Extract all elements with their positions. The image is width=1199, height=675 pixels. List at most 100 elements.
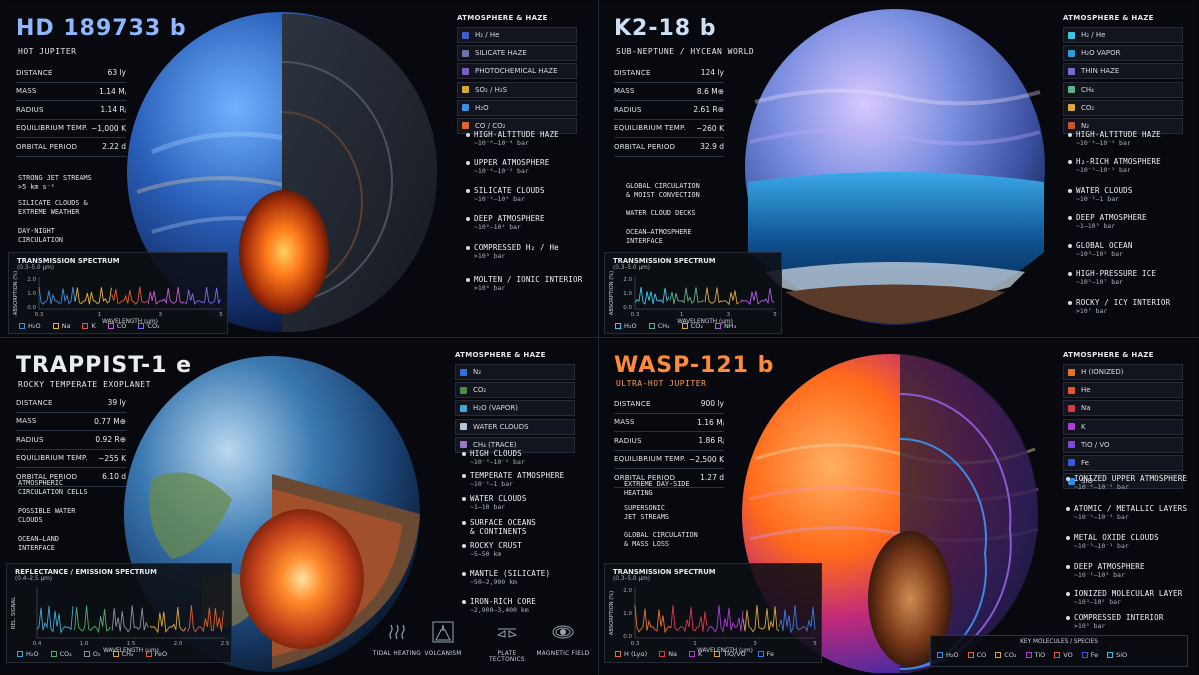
callout-3: GLOBAL CIRCULATION & MASS LOSS bbox=[624, 531, 698, 548]
spectrum-key-swatch bbox=[52, 323, 59, 329]
legend-swatch bbox=[1068, 104, 1075, 112]
layer-labels: HIGH-ALTITUDE HAZE ~10⁻⁶–10⁻⁵ bar H₂-RICH… bbox=[1068, 130, 1196, 320]
spectrum-key-label: CO bbox=[116, 322, 127, 330]
legend-swatch bbox=[462, 104, 469, 112]
spectrum-key-swatch bbox=[82, 323, 89, 329]
stat-orbital-period: ORBITAL PERIOD 32.9 d bbox=[614, 138, 724, 157]
spectrum-key: H₂O bbox=[615, 322, 637, 330]
spectrum-key-swatch bbox=[615, 651, 621, 657]
process-icons: TIDAL HEATING VOLCANISM PLATE TECTONICS … bbox=[370, 621, 592, 669]
layer-label: TEMPERATE ATMOSPHERE ~10⁻²–1 bar bbox=[462, 471, 564, 489]
key-molecule-swatch bbox=[937, 652, 943, 658]
spectrum-key: CO₂ bbox=[138, 322, 160, 330]
rocky-interior bbox=[785, 284, 1005, 324]
callout-3: OCEAN–LAND INTERFACE bbox=[18, 535, 59, 552]
legend-swatch bbox=[1068, 368, 1075, 376]
spectrum-ytick: 0.0 bbox=[623, 634, 632, 640]
layer-label: METAL OXIDE CLOUDS ~10⁻³–10⁻¹ bar bbox=[1066, 533, 1159, 551]
stat-mass: MASS 8.6 M⊕ bbox=[614, 83, 724, 101]
spectrum-key-swatch bbox=[19, 323, 25, 329]
legend-swatch bbox=[1068, 477, 1075, 485]
spectrum-xtick: 1 bbox=[680, 312, 684, 318]
spectrum-key-swatch bbox=[83, 651, 90, 657]
layer-label: DEEP ATMOSPHERE ~10⁻¹–10³ bar bbox=[1066, 562, 1145, 580]
callout-3: OCEAN–ATMOSPHERE INTERFACE bbox=[626, 228, 692, 245]
spectrum-key-label: H₂O bbox=[28, 322, 41, 330]
layer-label: IONIZED UPPER ATMOSPHERE ~10⁻⁸–10⁻⁵ bar bbox=[1066, 474, 1187, 492]
layer-label: MANTLE (SILICATE) ~50–2,900 km bbox=[462, 569, 550, 587]
spectrum-key-swatch bbox=[145, 651, 152, 657]
layer-label: ROCKY / ICY INTERIOR >10⁷ bar bbox=[1068, 298, 1170, 316]
layer-label: GLOBAL OCEAN ~10³–10⁵ bar bbox=[1068, 241, 1133, 259]
callout-2: SUPERSONIC JET STREAMS bbox=[624, 504, 670, 521]
legend-swatch bbox=[462, 49, 469, 57]
spectrum-panel: 2.0 1.0 0.0 0.3 1 3 5 WAVELENGTH (μm) ABSORPTION… bbox=[604, 563, 822, 663]
spectrum-key-swatch bbox=[112, 651, 119, 657]
spectrum-axis bbox=[36, 588, 225, 639]
spectrum-key-label: K bbox=[698, 650, 703, 658]
planet-subtitle: SUB-NEPTUNE / HYCEAN WORLD bbox=[616, 47, 755, 56]
key-molecule-label: Fe bbox=[1090, 651, 1099, 659]
spectrum-ylabel: ABSORPTION (%) bbox=[13, 271, 19, 315]
process-tidal-heating: TIDAL HEATING bbox=[370, 621, 424, 657]
spectrum-plot: 0.4 1.0 1.5 2.0 2.5 WAVELENGTH (μm) REL. SIGNA… bbox=[11, 588, 230, 654]
key-molecule-swatch bbox=[967, 652, 974, 658]
spectrum-key-label: FeO bbox=[154, 650, 168, 658]
spectrum-key-swatch bbox=[689, 651, 696, 657]
spectrum-panel: 0.4 1.0 1.5 2.0 2.5 WAVELENGTH (μm) REL. SIGNA… bbox=[6, 563, 232, 663]
stat-radius: RADIUS 1.86 Rⱼ bbox=[614, 432, 724, 451]
layer-label: HIGH-PRESSURE ICE ~10⁵–10⁷ bar bbox=[1068, 269, 1156, 287]
layer-label: SILICATE CLOUDS ~10⁻²–10⁰ bar bbox=[466, 186, 545, 204]
planet-stats: DISTANCE 39 ly MASS 0.77 M⊕ RADIUS 0.92 R⊕ … bbox=[16, 394, 126, 487]
stat-distance: DISTANCE 124 ly bbox=[614, 64, 724, 83]
spectrum-key-swatch bbox=[50, 651, 57, 657]
spectrum-xtick: 3 bbox=[753, 641, 757, 647]
spectrum-key: CO bbox=[107, 322, 127, 330]
iron-rich-core bbox=[240, 509, 364, 649]
layer-label: WATER CLOUDS ~10⁻²–1 bar bbox=[1068, 186, 1133, 204]
layer-labels: HIGH CLOUDS ~10⁻³–10⁻² bar TEMPERATE ATMO… bbox=[462, 449, 598, 619]
spectrum-key-swatch bbox=[615, 323, 621, 329]
legend-swatch bbox=[1068, 459, 1075, 467]
key-molecule-swatch bbox=[1081, 652, 1088, 658]
legend-item: H (IONIZED) bbox=[1063, 364, 1183, 380]
spectrum-ylabel: ABSORPTION (%) bbox=[609, 591, 615, 635]
legend-item: H₂O (VAPOR) bbox=[455, 400, 575, 417]
layer-labels: IONIZED UPPER ATMOSPHERE ~10⁻⁸–10⁻⁵ bar A… bbox=[1066, 474, 1196, 634]
spectrum-trace bbox=[739, 288, 775, 306]
spectrum-legend: H₂O Na K CO CO₂ bbox=[19, 322, 160, 330]
key-molecule-swatch bbox=[1107, 652, 1114, 658]
legend-item: WATER CLOUDS bbox=[455, 418, 575, 435]
spectrum-key-label: NH₃ bbox=[723, 322, 737, 330]
spectrum-xtick: 3 bbox=[727, 312, 731, 318]
spectrum-ytick: 0.0 bbox=[27, 305, 36, 311]
legend-swatch bbox=[462, 86, 469, 94]
legend-swatch bbox=[1068, 441, 1075, 449]
legend-swatch bbox=[1068, 86, 1075, 94]
spectrum-legend: H₂O CH₄ CO₂ NH₃ bbox=[615, 322, 736, 330]
stat-equilibrium-temp: EQUILIBRIUM TEMP. ~1,000 K bbox=[16, 120, 126, 138]
legend-item: He bbox=[1063, 382, 1183, 399]
callout-2: SILICATE CLOUDS & EXTREME WEATHER bbox=[18, 199, 88, 216]
spectrum-xtick: 0.4 bbox=[33, 641, 42, 647]
spectrum-trace bbox=[74, 605, 111, 634]
spectrum-key: H (Lyα) bbox=[615, 650, 647, 658]
spectrum-trace bbox=[36, 605, 74, 634]
spectrum-panel: 2.0 1.0 0.0 0.3 1 3 5 WAVELENGTH (μm) ABSORPTION… bbox=[8, 252, 228, 334]
legend-item: N₂ bbox=[455, 364, 575, 380]
layer-label: COMPRESSED INTERIOR >10⁵ bar bbox=[1066, 613, 1164, 631]
planet-title: K2-18 b bbox=[614, 16, 717, 41]
key-molecule-label: CO₂ bbox=[1004, 651, 1017, 659]
stat-mass: MASS 1.16 Mⱼ bbox=[614, 414, 724, 432]
layer-label: ATOMIC / METALLIC LAYERS ~10⁻⁵–10⁻³ bar bbox=[1066, 504, 1187, 522]
stat-equilibrium-temp: EQUILIBRIUM TEMP. ~255 K bbox=[16, 450, 126, 468]
spectrum-ytick: 1.0 bbox=[623, 291, 632, 297]
legend-item: CH₄ (TRACE) bbox=[455, 436, 575, 453]
spectrum-ylabel: ABSORPTION (%) bbox=[609, 271, 615, 315]
compressed-interior bbox=[868, 531, 952, 667]
atmosphere-legend: ATMOSPHERE & HAZE H₂ / He SILICATE HAZE … bbox=[457, 14, 577, 136]
spectrum-key: K bbox=[82, 322, 96, 330]
spectrum-key-swatch bbox=[107, 323, 114, 329]
legend-swatch bbox=[462, 67, 469, 75]
spectrum-trace bbox=[149, 607, 187, 634]
